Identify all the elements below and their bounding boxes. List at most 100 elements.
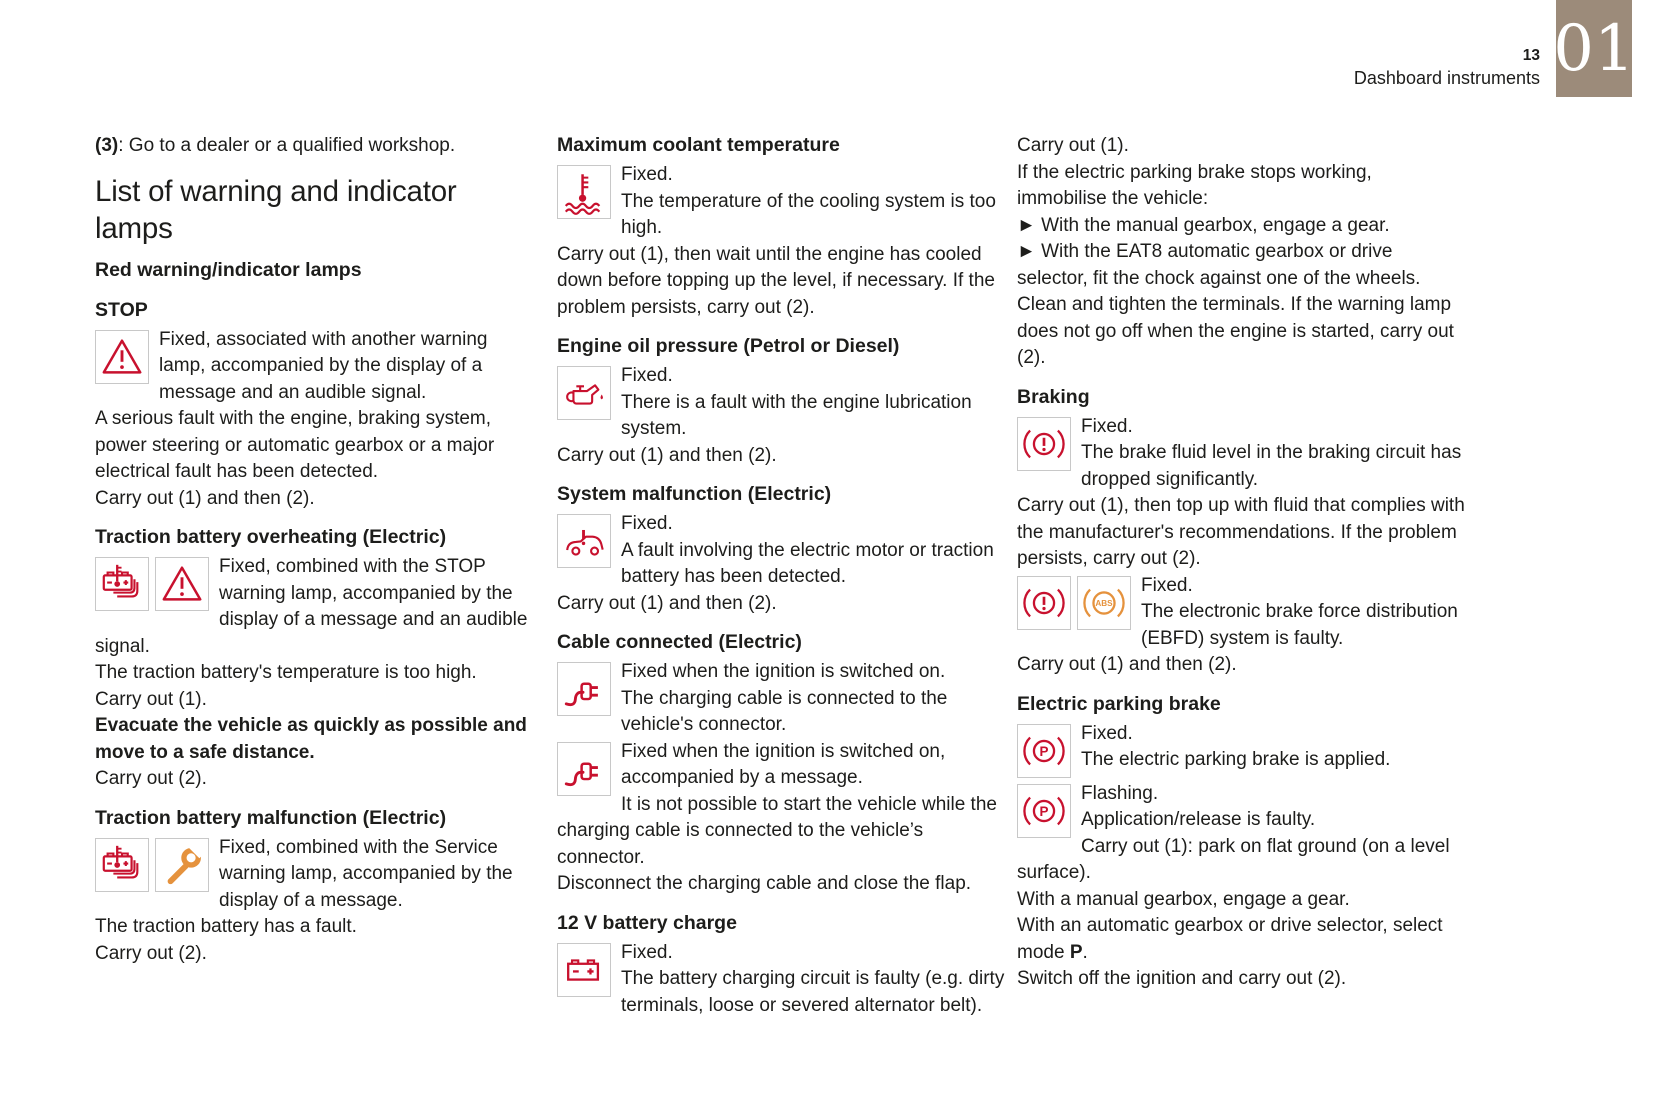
body-text: Fixed when the ignition is switched on, … <box>621 740 946 789</box>
body-text: There is a fault with the engine lubrica… <box>621 391 972 440</box>
body-text: Fixed. <box>621 164 673 185</box>
body-text: Switch off the ignition and carry out (2… <box>1017 968 1347 989</box>
body-text: Carry out (2). <box>95 768 207 789</box>
body-text: With a manual gearbox, engage a gear. <box>1017 888 1350 910</box>
body-text-emphasis: Evacuate the vehicle as quickly as possi… <box>95 715 527 763</box>
column-3: Carry out (1). If the electric parking b… <box>1017 133 1465 993</box>
lamp-block-oil: Fixed. There is a fault with the engine … <box>557 363 1010 469</box>
body-text: Carry out (1), then wait until the engin… <box>557 243 995 318</box>
lamp-block-12v-battery: Fixed. The battery charging circuit is f… <box>557 940 1010 1020</box>
bullet-item: ► With the manual gearbox, engage a gear… <box>1017 214 1390 236</box>
engine-oil-pressure-icon <box>557 366 611 420</box>
parking-brake-icon: P <box>1017 783 1071 838</box>
subtitle-red-lamps: Red warning/indicator lamps <box>95 258 362 281</box>
body-text: Fixed when the ignition is switched on. <box>621 661 946 682</box>
lamp-heading-oil: Engine oil pressure (Petrol or Diesel) <box>557 335 900 357</box>
chapter-number-badge: 01 <box>1553 0 1635 97</box>
body-text: The charging cable is connected to the v… <box>621 687 948 736</box>
battery-charge-icon <box>557 942 611 997</box>
lamp-heading-traction-overheat: Traction battery overheating (Electric) <box>95 526 447 548</box>
body-text: It is not possible to start the vehicle … <box>557 793 997 868</box>
body-text: Carry out (1) and then (2). <box>1017 654 1237 675</box>
body-text: Fixed. <box>1081 722 1133 744</box>
lamp-heading-stop: STOP <box>95 298 148 321</box>
body-text: With an automatic gearbox or drive selec… <box>1017 915 1443 963</box>
lamp-heading-system-malfunction: System malfunction (Electric) <box>557 483 832 505</box>
lamp-block-epb-flashing: P Flashing. Application/release is fault… <box>1017 781 1465 993</box>
brake-warning-icon <box>1017 416 1071 471</box>
lamp-heading-electric-parking-brake: Electric parking brake <box>1017 692 1221 715</box>
svg-text:ABS: ABS <box>1095 599 1113 608</box>
abs-icon: ABS <box>1077 575 1131 630</box>
svg-text:P: P <box>1040 743 1049 758</box>
body-text: Application/release is faulty. <box>1081 809 1316 830</box>
traction-battery-temperature-icon <box>95 557 149 611</box>
lamp-block-traction-malfunction: Fixed, combined with the Service warning… <box>95 835 537 968</box>
traction-battery-temperature-icon <box>95 837 149 892</box>
lamp-block-cable-a: Fixed when the ignition is switched on. … <box>557 659 1010 739</box>
lamp-heading-coolant: Maximum coolant temperature <box>557 134 840 156</box>
body-text: The brake fluid level in the braking cir… <box>1081 442 1462 490</box>
lamp-heading-braking: Braking <box>1017 385 1090 408</box>
body-text: A fault involving the electric motor or … <box>621 539 994 588</box>
intro-note: (3): Go to a dealer or a qualified works… <box>95 135 456 156</box>
coolant-temperature-icon <box>557 165 611 219</box>
lamp-heading-12v-battery: 12 V battery charge <box>557 911 737 934</box>
page-title: List of warning and indicator lamps <box>95 174 457 246</box>
body-text: Carry out (1): park on flat ground (on a… <box>1017 835 1450 884</box>
parking-brake-icon: P <box>1017 723 1071 778</box>
charging-cable-icon <box>557 662 611 716</box>
svg-text:P: P <box>1040 803 1049 818</box>
service-wrench-icon <box>155 837 209 892</box>
page-number: 13 <box>1522 47 1540 64</box>
body-text: Disconnect the charging cable and close … <box>557 873 972 894</box>
body-text: The traction battery's temperature is to… <box>95 662 477 683</box>
brake-warning-icon <box>1017 575 1071 630</box>
lamp-heading-traction-malfunction: Traction battery malfunction (Electric) <box>95 806 447 829</box>
body-text: Fixed, associated with another warning l… <box>159 328 488 403</box>
lamp-block-cable-b: Fixed when the ignition is switched on, … <box>557 739 1010 898</box>
section-title: Dashboard instruments <box>1353 68 1540 88</box>
warning-triangle-icon <box>155 557 209 611</box>
body-text: The battery charging circuit is faulty (… <box>621 968 1005 1016</box>
body-text: Carry out (1) and then (2). <box>95 487 315 509</box>
lamp-block-braking-a: Fixed. The brake fluid level in the brak… <box>1017 414 1465 573</box>
body-text: If the electric parking brake stops work… <box>1017 161 1372 210</box>
body-text: Fixed. <box>621 941 673 963</box>
warning-triangle-icon <box>95 329 149 384</box>
lamp-block-braking-b: ABS Fixed. The electronic brake force di… <box>1017 573 1465 679</box>
body-text: Carry out (1) and then (2). <box>557 444 777 466</box>
body-text: Clean and tighten the terminals. If the … <box>1017 294 1454 368</box>
body-text: Carry out (2). <box>95 942 207 964</box>
body-text: Fixed, combined with the STOP warning la… <box>95 556 528 657</box>
body-text: Fixed. <box>621 513 673 534</box>
lamp-block-traction-overheat: Fixed, combined with the STOP warning la… <box>95 554 537 793</box>
bullet-item: ► With the EAT8 automatic gearbox or dri… <box>1017 241 1421 289</box>
body-text: A serious fault with the engine, braking… <box>95 408 495 482</box>
page-header: 13 Dashboard instruments <box>900 46 1540 90</box>
body-text: Fixed. <box>621 365 673 386</box>
lamp-heading-cable-connected: Cable connected (Electric) <box>557 631 802 653</box>
lamp-block-epb-fixed: P Fixed. The electric parking brake is a… <box>1017 721 1465 781</box>
body-text: Fixed, combined with the Service warning… <box>219 836 513 911</box>
body-text: The traction battery has a fault. <box>95 916 357 937</box>
body-text: The electric parking brake is applied. <box>1081 749 1391 770</box>
lamp-block-stop: Fixed, associated with another warning l… <box>95 327 537 513</box>
lamp-block-12v-battery-continued: Carry out (1). If the electric parking b… <box>1017 133 1465 372</box>
column-2: Maximum coolant temperature Fixed. The t… <box>557 133 1010 1019</box>
body-text: Fixed. <box>1081 415 1133 437</box>
body-text: Carry out (1). <box>1017 135 1129 156</box>
body-text: Carry out (1). <box>95 688 207 710</box>
body-text: Carry out (1), then top up with fluid th… <box>1017 495 1465 569</box>
body-text: The electronic brake force distribution … <box>1141 601 1458 649</box>
body-text: Carry out (1) and then (2). <box>557 592 777 614</box>
electric-system-fault-icon <box>557 514 611 568</box>
body-text: The temperature of the cooling system is… <box>621 190 996 239</box>
charging-cable-icon <box>557 741 611 796</box>
lamp-block-system-malfunction: Fixed. A fault involving the electric mo… <box>557 511 1010 617</box>
body-text: Fixed. <box>1141 574 1193 596</box>
body-text: Flashing. <box>1081 782 1159 804</box>
lamp-block-coolant: Fixed. The temperature of the cooling sy… <box>557 162 1010 321</box>
column-1: (3): Go to a dealer or a qualified works… <box>95 133 537 967</box>
